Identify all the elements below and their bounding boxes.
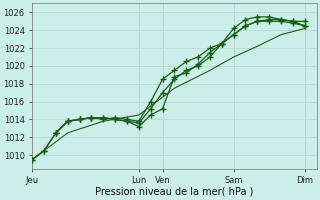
X-axis label: Pression niveau de la mer( hPa ): Pression niveau de la mer( hPa )	[95, 187, 253, 197]
